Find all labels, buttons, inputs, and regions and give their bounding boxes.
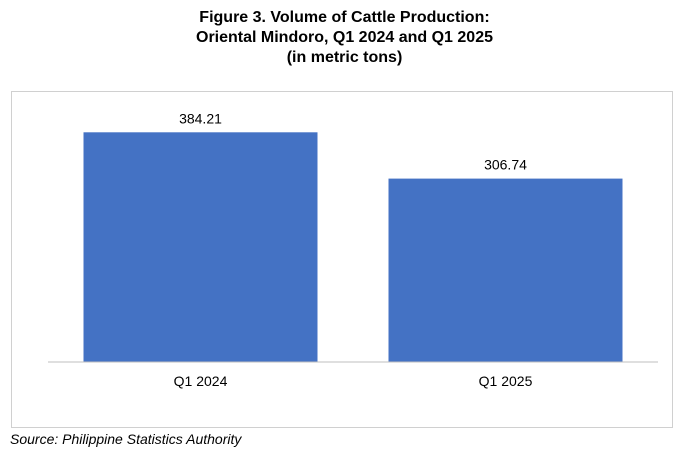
chart-title: Figure 3. Volume of Cattle Production: O… <box>0 8 689 68</box>
chart-title-line-3: (in metric tons) <box>286 49 403 66</box>
x-tick-label: Q1 2025 <box>479 373 533 389</box>
bar-q1-2024 <box>83 132 318 362</box>
data-label: 306.74 <box>484 157 527 173</box>
chart-title-line-2: Oriental Mindoro, Q1 2024 and Q1 2025 <box>196 29 493 46</box>
data-label: 384.21 <box>179 110 222 126</box>
chart-title-line-1: Figure 3. Volume of Cattle Production: <box>199 9 490 26</box>
x-tick-label: Q1 2024 <box>174 373 228 389</box>
source-note: Source: Philippine Statistics Authority <box>10 431 242 447</box>
bar-q1-2025 <box>388 178 623 362</box>
